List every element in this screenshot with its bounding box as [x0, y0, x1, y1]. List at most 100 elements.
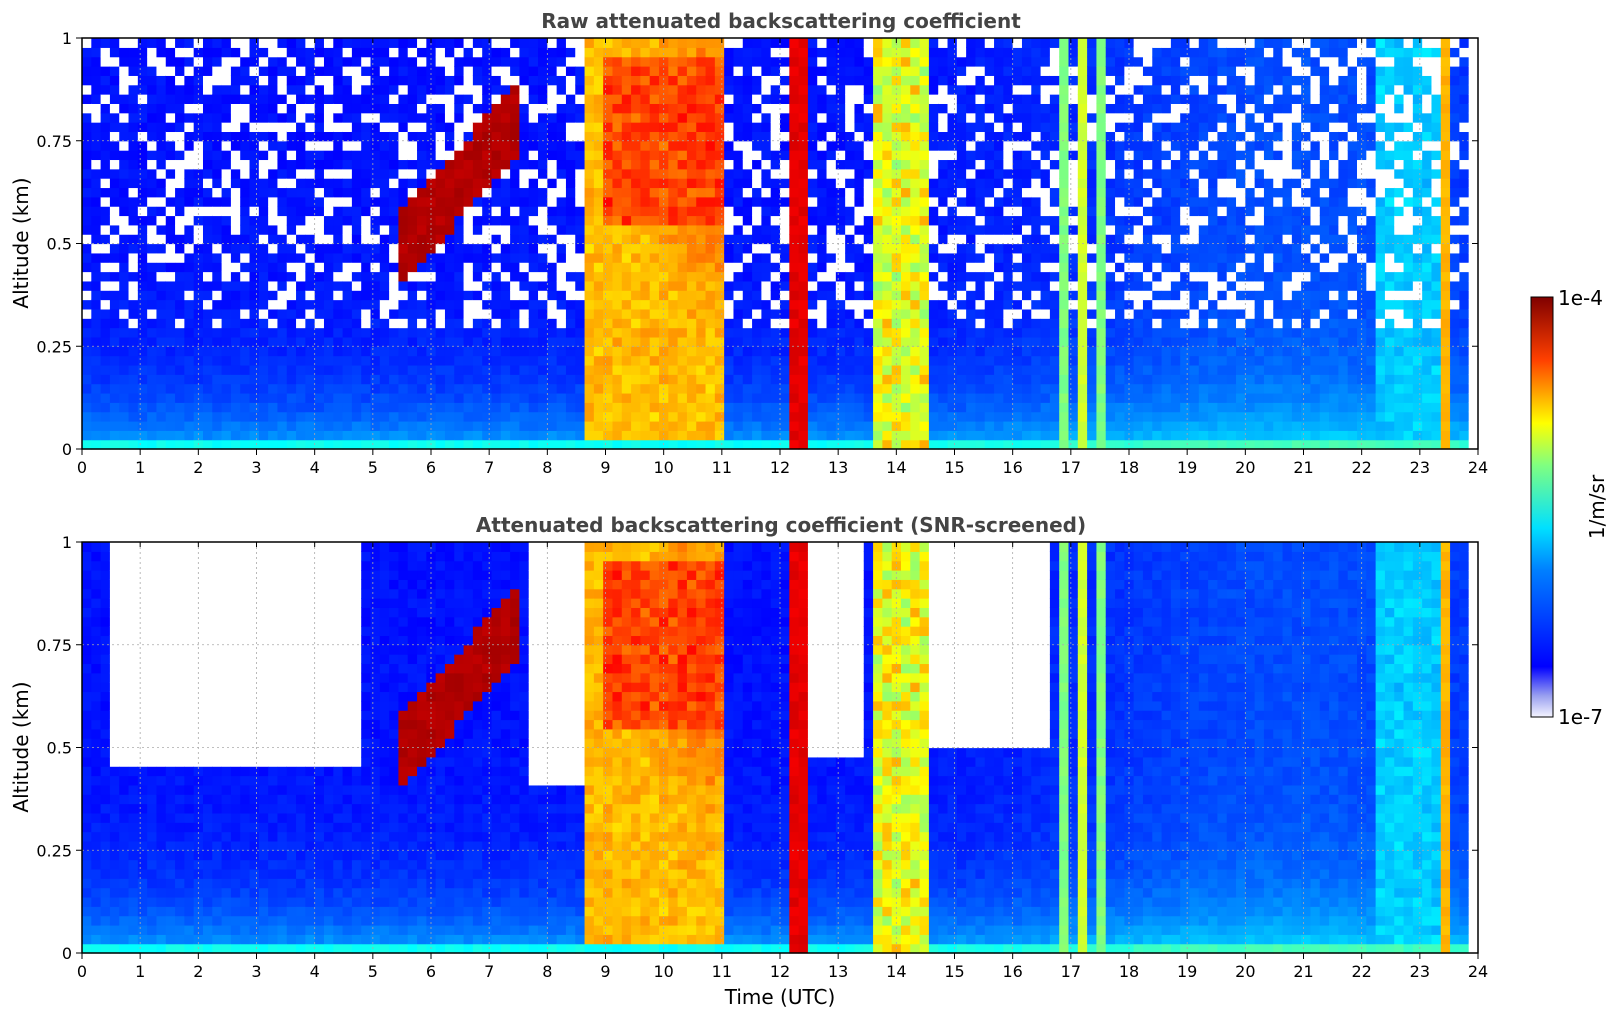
heatmap-cell [1105, 215, 1116, 226]
heatmap-cell [472, 327, 483, 338]
heatmap-cell [482, 75, 493, 86]
heatmap-cell [984, 383, 995, 394]
heatmap-cell [556, 411, 567, 422]
heatmap-cell [500, 38, 511, 48]
heatmap-cell [175, 75, 185, 86]
heatmap-cell [249, 271, 260, 282]
heatmap-cell [342, 411, 353, 422]
heatmap-cell [519, 47, 530, 58]
heatmap-cell [742, 112, 753, 123]
heatmap-cell [528, 234, 539, 245]
heatmap-cell [752, 430, 762, 441]
heatmap-cell [147, 47, 158, 58]
heatmap-cell [780, 243, 790, 254]
heatmap-cell [221, 206, 232, 217]
heatmap-cell [221, 430, 232, 441]
heatmap-cell [696, 150, 707, 161]
heatmap-cell [398, 66, 409, 76]
heatmap-cell [891, 327, 902, 338]
heatmap-cell [510, 318, 521, 329]
heatmap-cell [1031, 280, 1042, 291]
heatmap-cell [984, 290, 995, 301]
heatmap-cell [1012, 196, 1023, 207]
heatmap-cell [472, 150, 483, 161]
heatmap-cell [398, 383, 409, 394]
heatmap-cell [1059, 402, 1070, 413]
heatmap-cell [919, 411, 930, 422]
heatmap-cell [156, 402, 167, 413]
heatmap-cell [1124, 271, 1135, 282]
heatmap-cell [1049, 38, 1060, 48]
heatmap-cell [938, 56, 949, 67]
heatmap-cell [258, 290, 269, 301]
heatmap-cell [286, 243, 297, 254]
heatmap-cell [100, 374, 111, 385]
heatmap-cell [370, 224, 381, 235]
heatmap-cell [984, 308, 995, 319]
heatmap-cell [361, 150, 372, 161]
heatmap-cell [1031, 159, 1042, 170]
heatmap-cell [351, 47, 362, 58]
heatmap-cell [454, 383, 465, 394]
heatmap-cell [556, 140, 567, 151]
heatmap-cell [491, 168, 502, 179]
heatmap-cell [249, 234, 260, 245]
heatmap-cell [928, 271, 939, 282]
heatmap-cell [565, 290, 576, 301]
heatmap-cell [863, 318, 874, 329]
heatmap-cell [1133, 336, 1144, 347]
heatmap-cell [817, 392, 828, 403]
heatmap-cell [100, 439, 111, 450]
heatmap-cell [472, 430, 483, 441]
heatmap-cell [323, 234, 334, 245]
heatmap-cell [398, 355, 409, 366]
heatmap-cell [994, 75, 1004, 86]
heatmap-cell [1059, 336, 1070, 347]
heatmap-cell [789, 308, 800, 319]
heatmap-cell [733, 411, 744, 422]
heatmap-cell [128, 150, 139, 161]
heatmap-cell [984, 47, 995, 58]
heatmap-cell [798, 402, 809, 413]
heatmap-cell [919, 234, 930, 245]
heatmap-cell [975, 56, 986, 67]
heatmap-cell [1040, 308, 1051, 319]
heatmap-cell [370, 103, 381, 114]
heatmap-cell [165, 392, 176, 403]
heatmap-cell [389, 159, 400, 170]
heatmap-cell [882, 196, 893, 207]
heatmap-cell [370, 392, 381, 403]
heatmap-cell [780, 75, 790, 86]
heatmap-cell [1031, 327, 1042, 338]
heatmap-cell [742, 420, 753, 431]
heatmap-cell [677, 402, 688, 413]
heatmap-cell [100, 299, 111, 310]
heatmap-cell [947, 318, 958, 329]
heatmap-cell [137, 94, 148, 104]
heatmap-cell [91, 402, 102, 413]
heatmap-cell [780, 234, 790, 245]
heatmap-cell [826, 402, 837, 413]
heatmap-cell [798, 122, 809, 133]
heatmap-cell [994, 280, 1004, 291]
heatmap-cell [910, 131, 921, 142]
heatmap-cell [147, 66, 158, 76]
heatmap-cell [696, 439, 707, 450]
heatmap-cell [1049, 290, 1060, 301]
heatmap-cell [659, 252, 669, 263]
heatmap-cell [649, 84, 660, 95]
heatmap-cell [249, 383, 260, 394]
heatmap-cell [910, 206, 921, 217]
heatmap-cell [221, 262, 232, 273]
heatmap-cell [603, 38, 614, 48]
heatmap-cell [184, 168, 195, 179]
heatmap-cell [966, 94, 977, 104]
heatmap-cell [147, 420, 158, 431]
heatmap-cell [593, 280, 604, 291]
heatmap-cell [770, 243, 781, 254]
heatmap-cell [175, 94, 185, 104]
heatmap-cell [435, 75, 446, 86]
heatmap-cell [1105, 66, 1116, 76]
heatmap-cell [156, 420, 167, 431]
heatmap-cell [305, 159, 316, 170]
